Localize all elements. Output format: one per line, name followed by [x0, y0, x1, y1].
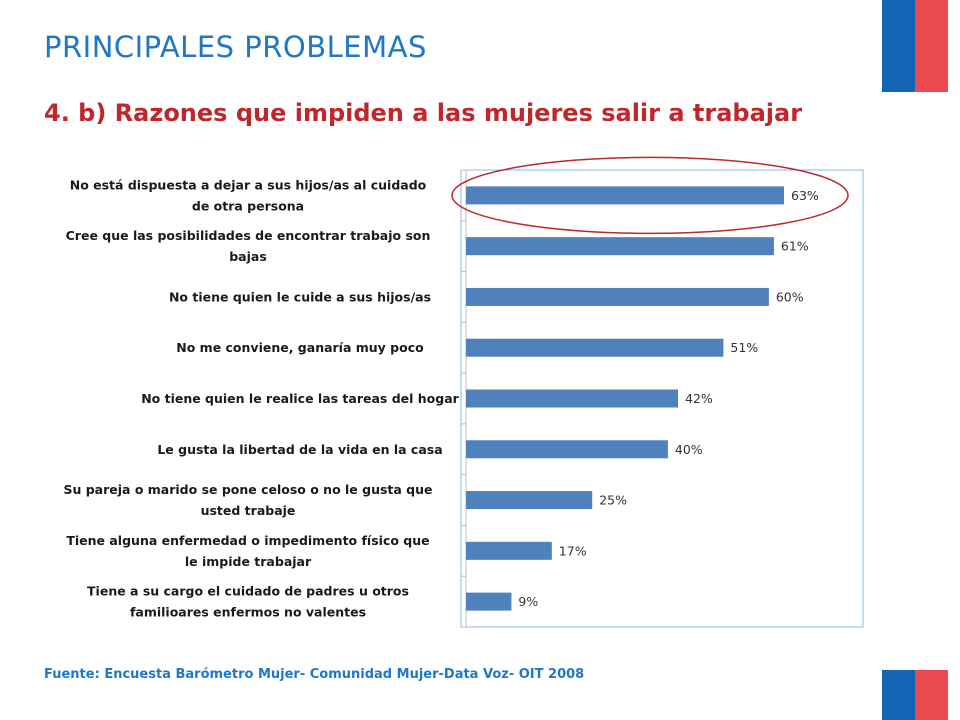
bar — [466, 440, 668, 459]
data-label: 60% — [776, 289, 804, 304]
data-label: 42% — [685, 391, 713, 406]
bar — [466, 491, 593, 510]
data-label: 51% — [730, 340, 758, 355]
bar — [466, 338, 724, 357]
flag-blue-stripe — [882, 670, 915, 720]
flag-decoration-bottom — [882, 670, 948, 720]
data-label: 25% — [599, 493, 627, 508]
bar — [466, 592, 512, 611]
data-label: 17% — [559, 543, 587, 558]
bar — [466, 237, 774, 256]
bar — [466, 186, 784, 205]
page-subtitle: 4. b) Razones que impiden a las mujeres … — [44, 99, 803, 127]
data-label: 9% — [518, 594, 538, 609]
category-label: No me conviene, ganaría muy poco — [176, 340, 424, 355]
data-label: 61% — [781, 239, 809, 254]
category-label: Le gusta la libertad de la vida en la ca… — [157, 442, 442, 457]
bar — [466, 287, 769, 306]
flag-red-stripe — [915, 670, 948, 720]
category-label: Tiene alguna enfermedad o impedimento fí… — [66, 533, 429, 569]
page-title: PRINCIPALES PROBLEMAS — [44, 30, 427, 64]
flag-decoration-top — [882, 0, 948, 92]
data-label: 40% — [675, 442, 703, 457]
bar — [466, 389, 678, 408]
source-note: Fuente: Encuesta Barómetro Mujer- Comuni… — [44, 667, 585, 682]
category-label: Tiene a su cargo el cuidado de padres u … — [87, 584, 409, 620]
category-label: No tiene quien le realice las tareas del… — [141, 391, 459, 406]
highlight-ellipse — [451, 156, 849, 235]
flag-red-stripe — [915, 0, 948, 92]
data-label: 63% — [791, 188, 819, 203]
flag-blue-stripe — [882, 0, 915, 92]
plot-frame — [460, 169, 864, 628]
category-label: No está dispuesta a dejar a sus hijos/as… — [70, 177, 427, 213]
category-label: No tiene quien le cuide a sus hijos/as — [169, 289, 431, 304]
category-label: Su pareja o marido se pone celoso o no l… — [63, 482, 432, 518]
bar — [466, 541, 552, 560]
category-label: Cree que las posibilidades de encontrar … — [66, 228, 431, 264]
